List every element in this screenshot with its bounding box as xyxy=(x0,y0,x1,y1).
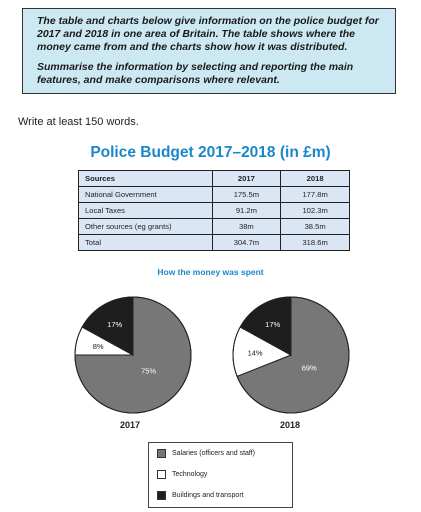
pie-2018-label-technology: 14% xyxy=(248,349,263,358)
table-row: National Government 175.5m 177.8m xyxy=(78,186,350,203)
table-header-row: Sources 2017 2018 xyxy=(78,170,350,187)
table-cell-source: Total xyxy=(78,234,213,251)
pie-2017-label-technology: 8% xyxy=(93,342,104,351)
legend-swatch-salaries xyxy=(157,449,166,458)
page-title: Police Budget 2017–2018 (in £m) xyxy=(90,144,331,161)
table-row: Other sources (eg grants) 38m 38.5m xyxy=(78,218,350,235)
charts-title: How the money was spent xyxy=(157,267,264,277)
legend-item-technology: Technology xyxy=(157,470,207,479)
pie-2018-label-buildings: 17% xyxy=(265,320,280,329)
legend-item-buildings: Buildings and transport xyxy=(157,491,244,500)
task-instruction: Summarise the information by selecting a… xyxy=(37,61,354,87)
legend-label: Buildings and transport xyxy=(172,492,244,499)
pie-2018-outline xyxy=(232,296,350,414)
legend-item-salaries: Salaries (officers and staff) xyxy=(157,449,255,458)
table-cell-2018: 318.6m xyxy=(280,234,350,251)
pie-2017-title: 2017 xyxy=(120,420,141,430)
budget-table: Sources 2017 2018 National Government 17… xyxy=(78,170,350,251)
legend-label: Technology xyxy=(172,471,208,478)
table-row: Local Taxes 91.2m 102.3m xyxy=(78,202,350,219)
legend-swatch-technology xyxy=(157,470,166,479)
task-prompt-box: The table and charts below give informat… xyxy=(22,8,396,94)
word-count-instruction: Write at least 150 words. xyxy=(18,116,139,128)
chart-legend: Salaries (officers and staff) Technology… xyxy=(148,442,293,508)
legend-label: Salaries (officers and staff) xyxy=(172,450,256,457)
table-row-total: Total 304.7m 318.6m xyxy=(78,234,350,251)
pie-2017-outline xyxy=(74,296,192,414)
pie-2017-label-buildings: 17% xyxy=(107,320,122,329)
pie-2018-title: 2018 xyxy=(280,420,301,430)
legend-swatch-buildings xyxy=(157,491,166,500)
pie-2018-label-salaries: 69% xyxy=(302,363,317,372)
task-description: The table and charts below give informat… xyxy=(37,15,379,53)
pie-2017-label-salaries: 75% xyxy=(141,367,156,376)
table-cell-2017: 304.7m xyxy=(211,234,282,251)
